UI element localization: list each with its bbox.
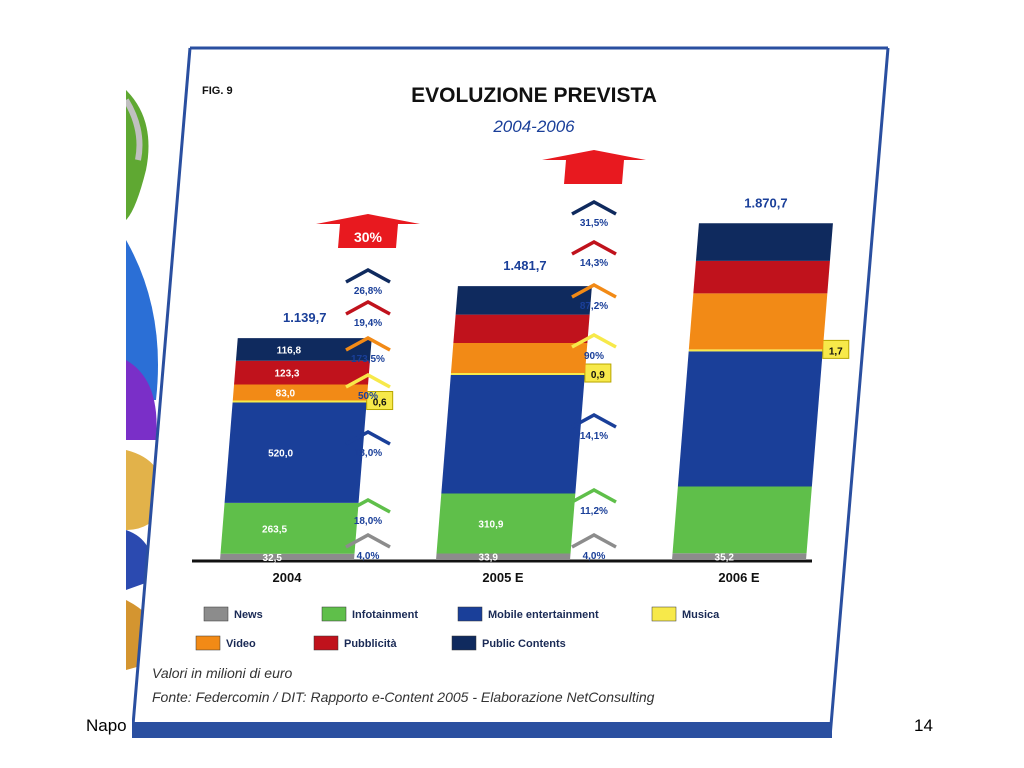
growth-chevron — [345, 373, 391, 389]
overall-growth-label: 30% — [354, 229, 383, 245]
legend-swatch — [457, 606, 483, 622]
bar-segment — [436, 493, 576, 554]
bar-segment — [450, 343, 588, 374]
bars-layer: 32,5 263,5 520,0 0,6 83,0 123,3 116,8 1.139,7 20… — [192, 195, 850, 585]
slide-footer-text: Napo — [86, 716, 127, 735]
legend-swatch — [195, 635, 221, 651]
bar-segment — [672, 486, 812, 554]
growth-rate-label: 18,0% — [354, 448, 382, 459]
figure-label: FIG. 9 — [202, 85, 233, 97]
bar-segment — [232, 384, 369, 401]
growth-rate-label: 4,0% — [357, 551, 380, 562]
growth-chevron — [571, 413, 617, 429]
segment-label: 123,3 — [274, 369, 299, 380]
bar-segment — [453, 314, 590, 344]
growth-chevron — [571, 533, 617, 549]
bar-segment — [688, 293, 828, 350]
bar-segment — [235, 338, 372, 361]
bar-segment — [232, 400, 367, 403]
segment-label: 263,5 — [262, 524, 287, 535]
growth-rate-label: 14,1% — [580, 431, 608, 442]
growth-chevron — [571, 240, 617, 256]
bar-segment — [234, 360, 370, 385]
growth-rate-label: 31,5% — [580, 218, 608, 229]
segment-label: 520,0 — [268, 449, 293, 460]
growth-chevron — [571, 200, 617, 216]
growth-chevron — [345, 300, 391, 316]
figure-panel: FIG. 9 EVOLUZIONE PREVISTA 2004-2006 32,… — [132, 42, 890, 742]
segment-label: 33,9 — [479, 553, 499, 564]
growth-rate-label: 19,4% — [354, 318, 382, 329]
growth-rate-label: 11,2% — [580, 506, 608, 517]
legend-swatch — [451, 635, 477, 651]
note-units: Valori in milioni di euro — [152, 665, 293, 681]
bar-segment — [441, 375, 585, 494]
category-label: 2005 E — [482, 570, 524, 585]
chart-subtitle: 2004-2006 — [492, 117, 575, 136]
segment-label: 116,8 — [277, 345, 302, 356]
stacked-bar-chart: FIG. 9 EVOLUZIONE PREVISTA 2004-2006 32,… — [132, 46, 890, 738]
bar-segment — [688, 349, 823, 352]
growth-rate-label: 26,8% — [354, 286, 382, 297]
note-source: Fonte: Federcomin / DIT: Rapporto e-Cont… — [152, 689, 655, 705]
legend-swatch — [321, 606, 347, 622]
growth-rate-label: 173,5% — [351, 354, 385, 365]
bar-segment — [672, 553, 807, 560]
legend-swatch — [313, 635, 339, 651]
growth-chevron — [571, 488, 617, 504]
growth-chevron — [571, 333, 617, 349]
growth-rate-label: 14,3% — [580, 258, 608, 269]
bar-segment — [436, 553, 571, 560]
bar-segment — [455, 286, 592, 315]
bar-segment — [224, 402, 367, 503]
segment-label: 310,9 — [478, 519, 503, 530]
growth-rate-label: 50% — [358, 391, 378, 402]
growth-rate-label: 18,0% — [354, 516, 382, 527]
segment-label: 35,2 — [715, 553, 735, 564]
bar-segment — [220, 553, 355, 560]
chart-title: EVOLUZIONE PREVISTA — [411, 84, 657, 107]
legend-swatch — [651, 606, 677, 622]
growth-chevron — [345, 336, 391, 352]
growth-chevron — [345, 498, 391, 514]
segment-label: 83,0 — [276, 389, 296, 400]
legend-label: Musica — [682, 609, 720, 621]
legend-label: Infotainment — [352, 609, 418, 621]
growth-rate-label: 90% — [584, 351, 604, 362]
segment-label: 1,7 — [829, 346, 843, 357]
legend-label: News — [234, 609, 263, 621]
bar-segment — [695, 223, 833, 261]
bar-total-label: 1.139,7 — [283, 310, 326, 325]
bar-segment — [450, 373, 585, 376]
legend-label: Pubblicità — [344, 638, 397, 650]
growth-chevron — [345, 268, 391, 284]
growth-arrows-layer: 4,0% 18,0% 18,0% 50% 173,5% 19,4% 26,8% 30% 4,0%… — [316, 150, 646, 562]
growth-chevron — [571, 283, 617, 299]
segment-label: 0,9 — [591, 370, 605, 381]
legend-label: Public Contents — [482, 638, 566, 650]
growth-chevron — [345, 430, 391, 446]
legend-swatch — [203, 606, 229, 622]
bar-total-label: 1.870,7 — [744, 195, 787, 210]
bar-segment — [220, 502, 359, 554]
bar-total-label: 1.481,7 — [503, 258, 546, 273]
overall-growth-arrow — [542, 150, 646, 184]
bar-segment — [677, 351, 823, 487]
segment-label: 32,5 — [263, 553, 283, 564]
chart-legend: News Infotainment Mobile entertainment Musi… — [195, 606, 720, 651]
legend-label: Mobile entertainment — [488, 609, 599, 621]
legend-label: Video — [226, 638, 256, 650]
segment-label: 0,6 — [373, 398, 387, 409]
category-label: 2004 — [273, 570, 303, 585]
category-label: 2006 E — [718, 570, 760, 585]
bar-segment — [693, 260, 830, 294]
growth-chevron — [345, 533, 391, 549]
growth-rate-label: 87,2% — [580, 301, 608, 312]
growth-rate-label: 4,0% — [583, 551, 606, 562]
slide-page-number: 14 — [914, 716, 933, 735]
overall-growth-arrow — [316, 214, 420, 248]
